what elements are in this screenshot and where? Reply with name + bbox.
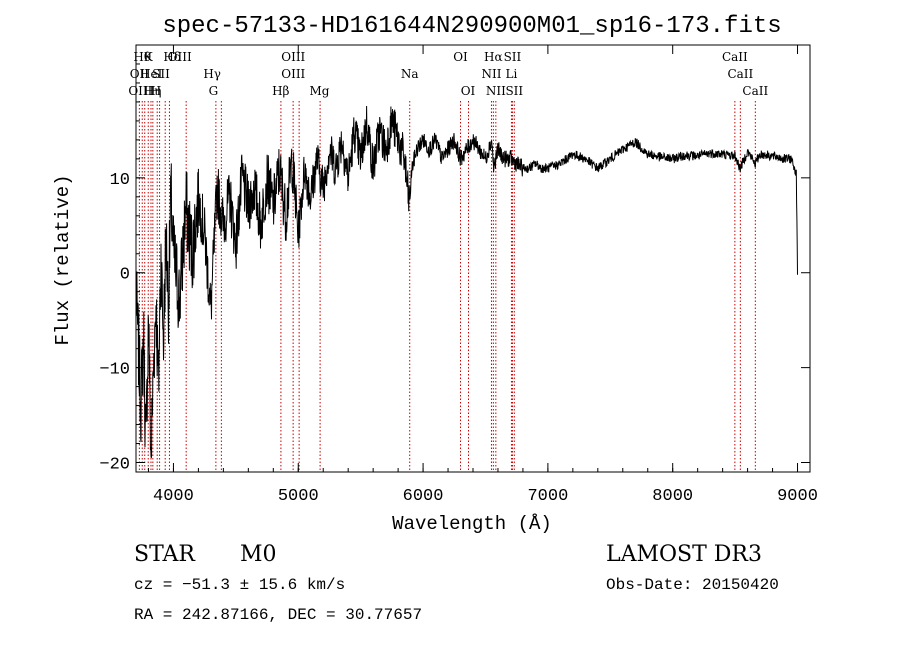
y-axis-ticks: −20 −10 0 10	[99, 63, 810, 475]
x-axis-label: Wavelength (Å)	[392, 513, 552, 535]
line-label: OIII	[281, 67, 305, 81]
survey-release: LAMOST DR3	[606, 542, 762, 567]
line-label: CaII	[727, 67, 753, 81]
emission-line-markers	[138, 101, 756, 472]
y-tick-label: −20	[99, 456, 130, 475]
line-label: OIII	[281, 50, 305, 64]
line-label: Na	[401, 67, 419, 81]
line-label: HeI	[140, 67, 163, 81]
line-label: Li	[506, 67, 518, 81]
line-label: SII	[504, 50, 522, 64]
x-tick-label: 7000	[527, 487, 568, 506]
line-label: Hγ	[203, 67, 221, 81]
spectrum-series-line	[135, 105, 798, 458]
y-tick-label: 10	[110, 171, 130, 190]
redshift-velocity: cz = −51.3 ± 15.6 km/s	[134, 576, 345, 594]
line-label: OII	[130, 67, 150, 81]
x-tick-label: 8000	[652, 487, 693, 506]
chart-title: spec-57133-HD161644N290900M01_sp16-173.f…	[162, 13, 781, 40]
line-label: CaII	[742, 84, 768, 98]
y-tick-label: 0	[120, 266, 130, 285]
line-label: Hθ	[133, 50, 151, 64]
sky-coordinates: RA = 242.87166, DEC = 30.77657	[134, 606, 422, 624]
line-label: Hη	[144, 84, 162, 98]
line-label: OI	[453, 50, 468, 64]
y-axis-label: Flux (relative)	[52, 174, 74, 345]
line-label: OIII	[168, 50, 192, 64]
x-tick-label: 4000	[153, 487, 194, 506]
x-tick-label: 6000	[403, 487, 444, 506]
plot-frame	[135, 44, 811, 473]
x-tick-label: 5000	[278, 487, 319, 506]
line-label: OIII	[128, 84, 152, 98]
line-label: G	[209, 84, 219, 98]
x-axis-ticks: 4000 5000 6000 7000 8000 9000	[147, 45, 818, 506]
line-label: OI	[461, 84, 476, 98]
line-label: Hβ	[272, 84, 289, 98]
line-label: SII	[152, 67, 170, 81]
observation-date: Obs-Date: 20150420	[606, 576, 779, 594]
line-label: NII	[486, 84, 506, 98]
object-type: STAR	[134, 542, 196, 567]
line-label: SII	[505, 84, 523, 98]
line-label: K	[144, 50, 154, 64]
spectral-subclass: M0	[240, 542, 277, 567]
line-label: Mg	[309, 84, 329, 98]
line-label: Hδ	[163, 50, 181, 64]
y-tick-label: −10	[99, 361, 130, 380]
line-label: H	[151, 84, 161, 98]
x-tick-label: 9000	[777, 487, 818, 506]
line-label: Hα	[484, 50, 503, 64]
line-label: NII	[481, 67, 501, 81]
line-label: CaII	[722, 50, 748, 64]
